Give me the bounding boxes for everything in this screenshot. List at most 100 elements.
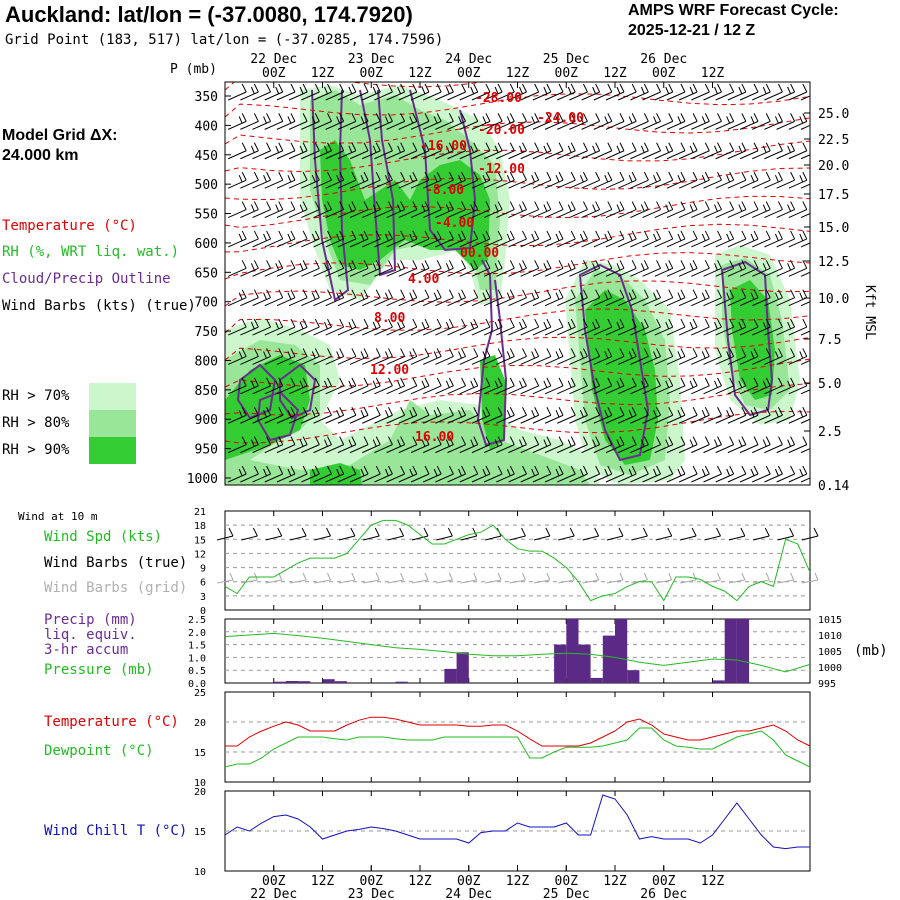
wind-barb <box>459 348 479 365</box>
wind-barb <box>776 377 796 395</box>
wind-barb-shaft <box>410 120 430 130</box>
precip-bar <box>566 619 579 683</box>
wind-barb-flag <box>741 436 747 445</box>
wind-barb-shaft <box>739 267 759 277</box>
wind-barb-flag <box>424 83 430 93</box>
wind-barb-flag <box>522 407 527 416</box>
wind-barb-shaft <box>581 356 600 365</box>
wind-barb <box>691 171 710 189</box>
wind-barb-shaft <box>276 444 296 454</box>
wind-barb <box>666 171 686 189</box>
wind-barb-flag <box>628 116 633 124</box>
contour-label: -12.00 <box>478 162 525 177</box>
wind-barb-shaft <box>544 297 564 307</box>
wind-barb <box>630 465 649 483</box>
wind-barb-flag <box>473 83 479 93</box>
wind-barb <box>630 407 649 424</box>
wind-barb-shaft <box>325 297 344 307</box>
wind-barb-shaft <box>642 297 661 307</box>
wind-barb-shaft <box>727 414 747 424</box>
wind-barb-flag <box>765 465 771 475</box>
wind-barb-flag <box>579 410 584 418</box>
wind-barb-flag <box>421 145 426 153</box>
wind-barb-flag <box>668 407 674 416</box>
wind-barb <box>337 465 357 483</box>
wind-barb-flag <box>595 348 601 357</box>
wind-barb-flag <box>473 289 479 298</box>
wind-barb-flag <box>582 171 588 181</box>
wind-barb-flag <box>802 377 808 387</box>
wind-barb-shaft <box>435 326 454 336</box>
wind-barb-shaft <box>666 356 686 365</box>
wind-barb-shaft <box>496 356 515 365</box>
wind-barb-flag <box>704 465 710 475</box>
wind-barb-flag <box>668 318 674 328</box>
precip-bar <box>395 681 408 683</box>
wind-barb-flag <box>738 86 743 95</box>
wind-barb-shaft <box>776 297 795 307</box>
wind-barb-flag <box>582 465 588 475</box>
wind-barb-flag <box>812 263 815 270</box>
wind-barb-shaft <box>642 91 661 101</box>
wind-barb-shaft <box>630 385 649 395</box>
contour-label: 12.00 <box>370 363 409 378</box>
wind-barb-flag <box>351 377 357 387</box>
wind-barb-flag <box>351 407 357 416</box>
wind-barb-shaft <box>532 267 552 277</box>
wind-barb <box>288 83 308 101</box>
wind-barb-shaft <box>422 414 442 424</box>
wind-barb-shaft <box>288 326 308 336</box>
wind-barb-flag <box>765 230 771 240</box>
wind-barb <box>227 201 247 218</box>
wind-barb-flag <box>436 230 442 240</box>
wind-barb-flag <box>582 348 588 357</box>
wind-barb-shaft <box>617 209 637 218</box>
wind-barb <box>252 260 272 277</box>
axis-tick-label: 1.0 <box>188 653 206 664</box>
wind-barb <box>422 171 442 189</box>
wind-barb-flag <box>253 318 259 328</box>
wind-barb-shaft <box>654 209 673 218</box>
wind-barb-flag <box>741 318 747 328</box>
wind-barb-flag <box>290 171 296 181</box>
wind-barb-shaft <box>508 356 527 365</box>
wind-barb-shaft <box>325 414 344 424</box>
wind-barb-flag <box>741 201 747 210</box>
wind-barb <box>569 377 588 395</box>
wind-barb-flag <box>351 436 357 445</box>
wind-barb <box>337 289 357 307</box>
wind-barb-shaft <box>410 414 430 424</box>
wind-barb-flag <box>287 174 292 183</box>
wind-barb-shaft <box>252 444 271 454</box>
precip-bar <box>444 668 457 683</box>
wind-barb-10m-flag <box>789 527 795 537</box>
wind-barb-shaft <box>447 179 466 189</box>
wind-barb <box>410 142 430 160</box>
wind-barb-shaft <box>544 444 564 454</box>
wind-barb-grid <box>411 572 429 584</box>
wind-barb-flag <box>387 318 393 328</box>
pressure-tick-label: 900 <box>195 413 218 428</box>
wind-barb-flag <box>409 116 414 124</box>
contour-label: -20.00 <box>478 123 525 138</box>
wind-barb <box>276 142 296 160</box>
wind-barb-flag <box>424 142 430 151</box>
wind-barb <box>264 171 284 189</box>
wind-barb <box>752 260 771 277</box>
wind-barb-shaft <box>349 356 369 365</box>
wind-barb <box>569 142 588 160</box>
precip-bar <box>712 680 725 683</box>
wind-barb-shaft <box>435 356 454 365</box>
wind-barb <box>666 83 686 101</box>
wind-barb-flag <box>607 83 613 93</box>
wind-barb-flag <box>275 263 280 271</box>
pressure-tick-label: 850 <box>195 384 218 399</box>
wind-barb <box>630 377 649 395</box>
wind-barb-shaft <box>459 414 478 424</box>
wind-barb <box>313 465 332 483</box>
wind-barb-flag <box>278 377 284 387</box>
wind-barb-shaft <box>240 356 259 365</box>
wind-barb <box>362 230 381 248</box>
wind-barb <box>496 230 515 248</box>
